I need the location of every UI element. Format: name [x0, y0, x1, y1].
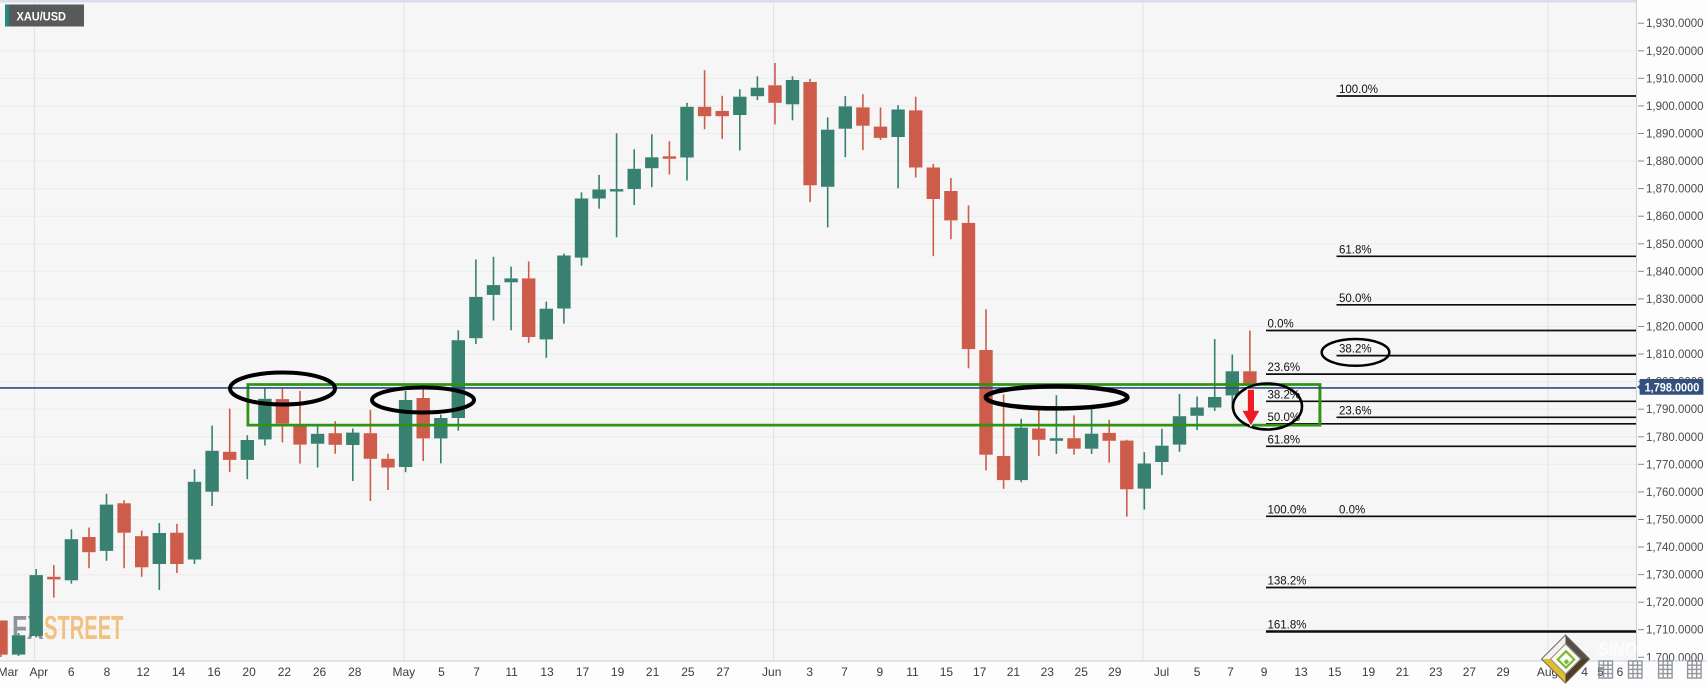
svg-text:23: 23 [1429, 665, 1443, 679]
svg-text:21: 21 [1007, 665, 1021, 679]
svg-text:1,930.0000: 1,930.0000 [1646, 18, 1704, 30]
svg-text:27: 27 [716, 665, 730, 679]
svg-text:17: 17 [576, 665, 590, 679]
svg-text:21: 21 [646, 665, 660, 679]
svg-text:14: 14 [172, 665, 186, 679]
svg-text:1,920.0000: 1,920.0000 [1646, 46, 1704, 58]
svg-text:7: 7 [1227, 665, 1234, 679]
svg-text:20: 20 [242, 665, 256, 679]
svg-text:1,750.0000: 1,750.0000 [1646, 515, 1704, 527]
svg-text:0.0%: 0.0% [1268, 319, 1294, 331]
svg-text:5: 5 [438, 665, 445, 679]
svg-text:5: 5 [1597, 665, 1604, 679]
svg-text:15: 15 [940, 665, 954, 679]
svg-text:6: 6 [68, 665, 75, 679]
svg-text:1,840.0000: 1,840.0000 [1646, 266, 1704, 278]
svg-text:26: 26 [313, 665, 327, 679]
svg-text:1,820.0000: 1,820.0000 [1646, 322, 1704, 334]
svg-text:17: 17 [973, 665, 987, 679]
svg-text:100.0%: 100.0% [1339, 84, 1378, 96]
svg-text:1,760.0000: 1,760.0000 [1646, 487, 1704, 499]
svg-text:1,810.0000: 1,810.0000 [1646, 349, 1704, 361]
svg-text:38.2%: 38.2% [1268, 389, 1301, 401]
svg-text:38.2%: 38.2% [1339, 344, 1372, 356]
svg-text:161.8%: 161.8% [1268, 620, 1307, 632]
svg-text:Jul: Jul [1154, 665, 1169, 679]
svg-text:16: 16 [207, 665, 221, 679]
svg-text:23: 23 [1041, 665, 1055, 679]
svg-text:1,720.0000: 1,720.0000 [1646, 597, 1704, 609]
svg-text:1,780.0000: 1,780.0000 [1646, 432, 1704, 444]
svg-text:19: 19 [611, 665, 625, 679]
svg-text:29: 29 [1108, 665, 1122, 679]
svg-text:50.0%: 50.0% [1268, 412, 1301, 424]
svg-text:61.8%: 61.8% [1339, 244, 1372, 256]
svg-text:STREET: STREET [44, 610, 124, 647]
svg-text:100.0%: 100.0% [1268, 504, 1307, 516]
svg-text:29: 29 [1496, 665, 1510, 679]
svg-text:22: 22 [278, 665, 292, 679]
svg-text:9: 9 [876, 665, 883, 679]
svg-text:13: 13 [540, 665, 554, 679]
svg-text:1,790.0000: 1,790.0000 [1646, 404, 1704, 416]
svg-text:XAU/USD: XAU/USD [17, 10, 67, 24]
svg-text:27: 27 [1463, 665, 1477, 679]
svg-text:3: 3 [806, 665, 813, 679]
svg-text:SINO: SINO [1598, 639, 1637, 660]
svg-text:Apr: Apr [29, 665, 48, 679]
svg-text:12: 12 [136, 665, 150, 679]
svg-text:7: 7 [841, 665, 848, 679]
svg-text:1,798.0000: 1,798.0000 [1645, 382, 1700, 394]
svg-text:23.6%: 23.6% [1339, 405, 1372, 417]
svg-text:25: 25 [1075, 665, 1089, 679]
svg-text:11: 11 [505, 665, 518, 679]
svg-text:1,890.0000: 1,890.0000 [1646, 129, 1704, 141]
svg-text:50.0%: 50.0% [1339, 293, 1372, 305]
svg-text:1,850.0000: 1,850.0000 [1646, 239, 1704, 251]
svg-text:11: 11 [906, 665, 919, 679]
svg-text:7: 7 [473, 665, 480, 679]
svg-text:15: 15 [1328, 665, 1342, 679]
svg-text:19: 19 [1362, 665, 1376, 679]
svg-text:1,710.0000: 1,710.0000 [1646, 625, 1704, 637]
svg-text:23.6%: 23.6% [1268, 362, 1301, 374]
svg-text:1,730.0000: 1,730.0000 [1646, 570, 1704, 582]
svg-text:8: 8 [104, 665, 111, 679]
svg-text:13: 13 [1294, 665, 1308, 679]
svg-text:61.8%: 61.8% [1268, 434, 1301, 446]
svg-text:6: 6 [1617, 665, 1624, 679]
svg-text:May: May [392, 665, 415, 679]
svg-text:1,870.0000: 1,870.0000 [1646, 184, 1704, 196]
svg-text:4: 4 [1581, 665, 1588, 679]
svg-text:25: 25 [681, 665, 695, 679]
svg-text:1,900.0000: 1,900.0000 [1646, 101, 1704, 113]
svg-text:21: 21 [1396, 665, 1410, 679]
svg-text:Mar: Mar [0, 665, 18, 679]
svg-text:28: 28 [348, 665, 362, 679]
svg-text:1,770.0000: 1,770.0000 [1646, 459, 1704, 471]
svg-text:0.0%: 0.0% [1339, 504, 1365, 516]
svg-text:1,880.0000: 1,880.0000 [1646, 156, 1704, 168]
svg-text:5: 5 [1194, 665, 1201, 679]
svg-text:1,740.0000: 1,740.0000 [1646, 542, 1704, 554]
svg-text:138.2%: 138.2% [1268, 576, 1307, 588]
svg-text:1,910.0000: 1,910.0000 [1646, 73, 1704, 85]
svg-text:1,860.0000: 1,860.0000 [1646, 211, 1704, 223]
svg-text:Jun: Jun [762, 665, 781, 679]
svg-text:9: 9 [1261, 665, 1268, 679]
svg-text:1,830.0000: 1,830.0000 [1646, 294, 1704, 306]
